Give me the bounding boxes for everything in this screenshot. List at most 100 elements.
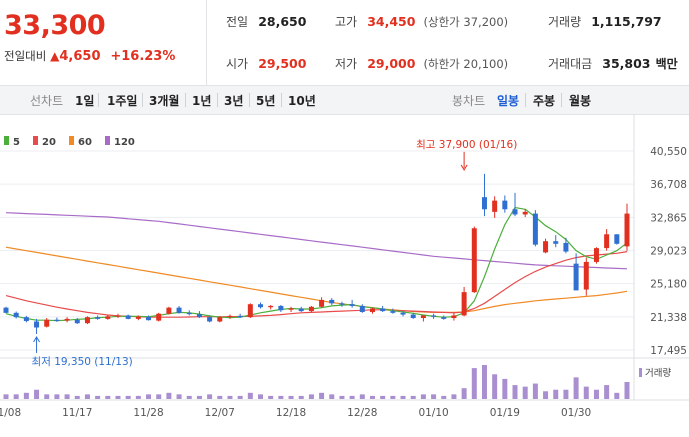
candle-body — [573, 263, 579, 291]
candle-body — [614, 234, 620, 244]
volume-bar — [258, 394, 264, 399]
volume-bar — [492, 374, 498, 399]
candle-body — [339, 303, 345, 305]
low-label: 저가 — [335, 57, 358, 71]
volume-bar — [359, 394, 365, 399]
candle-body — [146, 317, 152, 321]
change-up-arrow-icon: ▲ — [50, 49, 60, 63]
volume-label: 거래량 — [548, 15, 582, 29]
volume-bar — [156, 394, 162, 399]
volume-bar — [329, 394, 335, 399]
volume-bar — [502, 378, 508, 399]
tab-10year[interactable]: 10년 — [288, 94, 316, 108]
volume: 거래량 1,115,797 — [548, 11, 662, 30]
volume-bar — [369, 395, 375, 399]
toolbar-separator — [217, 93, 218, 107]
candle-body — [176, 307, 182, 313]
volume-value: 1,115,797 — [591, 14, 662, 29]
y-tick-label: 36,708 — [650, 179, 687, 191]
candle-body — [34, 321, 40, 328]
y-tick-label: 29,023 — [650, 246, 687, 258]
candle-body — [237, 315, 243, 318]
toolbar-separator — [281, 93, 282, 107]
legend-swatch-5 — [4, 136, 9, 145]
candle-body — [522, 211, 528, 215]
amount-unit: 백만 — [655, 57, 678, 71]
x-tick-label: 01/10 — [418, 407, 448, 419]
volume-bar — [135, 395, 141, 399]
tab-3year[interactable]: 3년 — [224, 94, 244, 108]
candle-body — [502, 200, 508, 210]
header-divider — [206, 0, 207, 85]
volume-bar — [604, 385, 610, 399]
candle-body — [369, 308, 375, 312]
y-tick-label: 17,495 — [650, 345, 687, 357]
ma120-line — [5, 212, 628, 270]
tab-weekly[interactable]: 주봉 — [533, 94, 556, 108]
volume-bar — [441, 395, 447, 399]
legend-label-5: 5 — [13, 137, 20, 148]
candle-body — [258, 304, 264, 308]
volume-bar — [532, 383, 538, 399]
legend-label-20: 20 — [42, 137, 56, 148]
change-value: 4,650 — [59, 49, 101, 64]
candle-body — [604, 234, 610, 249]
x-tick-label: 12/07 — [205, 407, 235, 419]
candle-body — [319, 299, 325, 307]
candle-body — [196, 314, 202, 318]
open-label: 시가 — [226, 57, 249, 71]
tab-1week[interactable]: 1주일 — [107, 94, 138, 108]
candle-body — [329, 299, 335, 304]
volume-legend-swatch — [639, 368, 642, 377]
tab-3month[interactable]: 3개월 — [149, 94, 180, 108]
x-tick-label: 12/18 — [276, 407, 306, 419]
candle-body — [54, 319, 60, 321]
candle-body — [543, 241, 549, 253]
x-tick-label: 01/19 — [490, 407, 520, 419]
tab-monthly[interactable]: 월봉 — [569, 94, 592, 108]
tab-candle-chart[interactable]: 봉차트 — [452, 94, 486, 108]
legend-label-60: 60 — [78, 137, 92, 148]
volume-bar — [186, 395, 192, 399]
tab-daily[interactable]: 일봉 — [497, 94, 520, 108]
volume-bar — [288, 395, 294, 399]
candle-body — [278, 305, 284, 311]
volume-bar — [247, 392, 253, 399]
candle-body — [471, 228, 477, 293]
x-tick-label: 01/30 — [561, 407, 591, 419]
volume-bar — [380, 395, 386, 399]
legend-swatch-120 — [105, 136, 110, 145]
volume-bar — [451, 394, 457, 399]
candle-body — [125, 315, 131, 319]
volume-bar — [614, 392, 620, 399]
candle-body — [44, 319, 50, 327]
x-tick-label: 11/28 — [133, 407, 163, 419]
tab-5year[interactable]: 5년 — [256, 94, 276, 108]
amount: 거래대금 35,803 백만 — [548, 53, 678, 72]
open-value: 29,500 — [258, 56, 307, 71]
volume-bar — [125, 395, 131, 399]
volume-bar — [23, 392, 29, 399]
current-price: 33,300 — [4, 10, 106, 41]
y-tick-label: 32,865 — [650, 212, 687, 224]
volume-bar — [308, 394, 314, 399]
legend-label-120: 120 — [114, 137, 135, 148]
volume-bar — [522, 386, 528, 399]
candle-body — [135, 316, 141, 319]
candle-body — [156, 313, 162, 321]
amount-label: 거래대금 — [548, 57, 593, 71]
tab-1day[interactable]: 1일 — [75, 94, 95, 108]
candle-body — [553, 241, 559, 244]
tab-line-chart[interactable]: 선차트 — [30, 94, 64, 108]
volume-bar — [176, 394, 182, 399]
candle-body — [380, 308, 386, 312]
volume-bar — [3, 394, 9, 399]
candle-body — [84, 317, 90, 324]
x-tick-label: 11/08 — [0, 407, 21, 419]
ma60-line — [5, 246, 628, 313]
tab-1year[interactable]: 1년 — [192, 94, 212, 108]
volume-bar — [481, 365, 487, 399]
volume-bar — [512, 385, 518, 399]
candle-body — [390, 311, 396, 313]
candle-body — [359, 305, 365, 312]
